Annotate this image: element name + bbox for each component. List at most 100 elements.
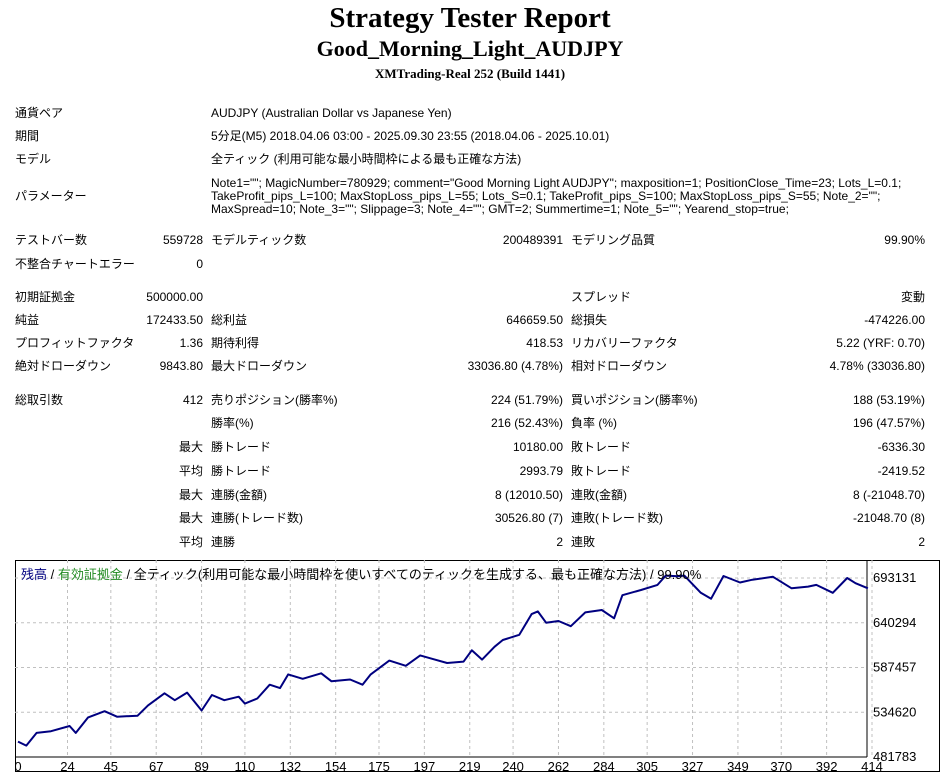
chart-legend: 残高 / 有効証拠金 / 全ティック(利用可能な最小時間枠を使いすべてのティック…	[21, 564, 701, 583]
stat-value: 最大	[178, 511, 203, 525]
strategy-name: Good_Morning_Light_AUDJPY	[316, 36, 624, 61]
x-tick-label: 110	[235, 759, 256, 772]
x-tick-label: 284	[593, 759, 615, 772]
stat-label: 連敗(金額)	[571, 488, 627, 502]
info-label-parameters: パラメーター	[15, 189, 87, 203]
stat-value: 最大	[178, 488, 203, 502]
legend-equity: 有効証拠金	[57, 567, 123, 582]
stat-label: モデルティック数	[211, 233, 307, 247]
stat-label: 売りポジション(勝率%)	[211, 393, 338, 407]
stat-value: 196 (47.57%)	[852, 416, 925, 430]
stat-value: 172433.50	[146, 313, 203, 327]
stat-label: 買いポジション(勝率%)	[571, 393, 698, 407]
balance-line	[17, 574, 869, 747]
y-tick-label: 481783	[873, 749, 916, 764]
chart-frame	[15, 560, 940, 772]
stat-label: スプレッド	[571, 290, 632, 304]
x-tick-label: 89	[194, 759, 208, 772]
stat-value: 8 (12010.50)	[494, 488, 563, 502]
stat-value: 4.78% (33036.80)	[829, 359, 925, 373]
server-build: XMTrading-Real 252 (Build 1441)	[374, 66, 566, 81]
stat-label: 連敗	[571, 535, 596, 549]
stat-label: リカバリーファクタ	[571, 336, 678, 350]
x-tick-label: 262	[548, 759, 570, 772]
stat-value: 1.36	[179, 336, 203, 350]
stat-value: -6336.30	[877, 440, 925, 454]
stat-label: 初期証拠金	[15, 290, 76, 304]
x-tick-label: 219	[459, 759, 481, 772]
x-tick-label: 175	[368, 759, 390, 772]
stat-value: 平均	[178, 464, 203, 478]
x-tick-label: 0	[15, 759, 22, 772]
stat-value: 2	[918, 535, 925, 549]
stat-label: プロフィットファクタ	[15, 336, 135, 350]
legend-balance: 残高	[21, 567, 48, 582]
x-tick-label: 392	[816, 759, 838, 772]
info-label-model: モデル	[15, 152, 52, 166]
stat-value: 最大	[178, 440, 203, 454]
y-tick-label: 587457	[873, 660, 916, 675]
x-tick-label: 414	[861, 759, 883, 772]
stat-label: テストバー数	[15, 233, 88, 247]
stat-value: 5.22 (YRF: 0.70)	[836, 336, 925, 350]
stat-label: 連敗(トレード数)	[571, 511, 663, 525]
x-tick-label: 67	[149, 759, 163, 772]
stat-label: 期待利得	[211, 336, 260, 350]
stat-label: 総取引数	[15, 393, 64, 407]
stat-value: 646659.50	[506, 313, 563, 327]
y-tick-label: 534620	[873, 704, 916, 719]
stat-value: 平均	[178, 535, 203, 549]
stat-label: 最大ドローダウン	[211, 359, 308, 373]
stat-label: モデリング品質	[571, 233, 656, 247]
stat-value: 412	[182, 393, 203, 407]
stat-value: 9843.80	[159, 359, 203, 373]
balance-chart: 693131 640294 587457 534620 481783 0 24 45 67 89 1…	[15, 560, 940, 772]
stat-value: 0	[196, 257, 203, 271]
stat-label: 勝トレード	[211, 440, 272, 454]
stat-value: -474226.00	[864, 313, 925, 327]
x-tick-label: 197	[414, 759, 436, 772]
stat-value: 418.53	[526, 336, 563, 350]
legend-description: / 全ティック(利用可能な最小時間枠を使いすべてのティックを生成する、最も正確な…	[122, 567, 702, 582]
stat-label: 総損失	[571, 313, 608, 327]
x-tick-label: 240	[502, 759, 524, 772]
x-tick-label: 45	[104, 759, 118, 772]
legend-separator: /	[47, 567, 58, 582]
stat-label: 純益	[15, 313, 40, 327]
stat-label: 連勝(金額)	[211, 488, 267, 502]
stat-value: 216 (52.43%)	[490, 416, 563, 430]
stat-label: 敗トレード	[571, 464, 632, 478]
info-label-symbol: 通貨ペア	[15, 106, 64, 120]
stat-value: 2	[556, 535, 563, 549]
stat-value: 30526.80 (7)	[494, 511, 563, 525]
stat-label: 連勝(トレード数)	[211, 511, 303, 525]
x-tick-label: 370	[770, 759, 792, 772]
x-tick-label: 132	[279, 759, 301, 772]
stat-value: -2419.52	[877, 464, 925, 478]
y-tick-label: 693131	[873, 570, 916, 585]
stat-label: 敗トレード	[571, 440, 632, 454]
info-value-symbol: AUDJPY (Australian Dollar vs Japanese Ye…	[211, 106, 452, 120]
x-tick-label: 305	[636, 759, 658, 772]
stat-label: 不整合チャートエラー	[15, 257, 135, 271]
stat-label: 連勝	[211, 535, 236, 549]
x-tick-label: 154	[325, 759, 347, 772]
stat-value: 33036.80 (4.78%)	[467, 359, 563, 373]
x-tick-label: 327	[682, 759, 704, 772]
x-tick-label: 24	[60, 759, 74, 772]
x-tick-label: 349	[727, 759, 749, 772]
stat-label: 勝トレード	[211, 464, 272, 478]
report-title: Strategy Tester Report	[329, 2, 611, 34]
stat-value: 2993.79	[519, 464, 563, 478]
stat-value: 変動	[900, 290, 925, 304]
stat-value: 188 (53.19%)	[852, 393, 925, 407]
info-value-period: 5分足(M5) 2018.04.06 03:00 - 2025.09.30 23…	[211, 129, 610, 143]
stat-value: 559728	[162, 233, 203, 247]
info-value-parameters: Note1=""; MagicNumber=780929; comment="G…	[211, 176, 902, 216]
stat-value: 500000.00	[146, 290, 203, 304]
stat-value: 224 (51.79%)	[490, 393, 563, 407]
info-label-period: 期間	[15, 129, 40, 143]
stat-value: 10180.00	[512, 440, 563, 454]
y-tick-label: 640294	[873, 615, 916, 630]
stat-value: -21048.70 (8)	[852, 511, 925, 525]
